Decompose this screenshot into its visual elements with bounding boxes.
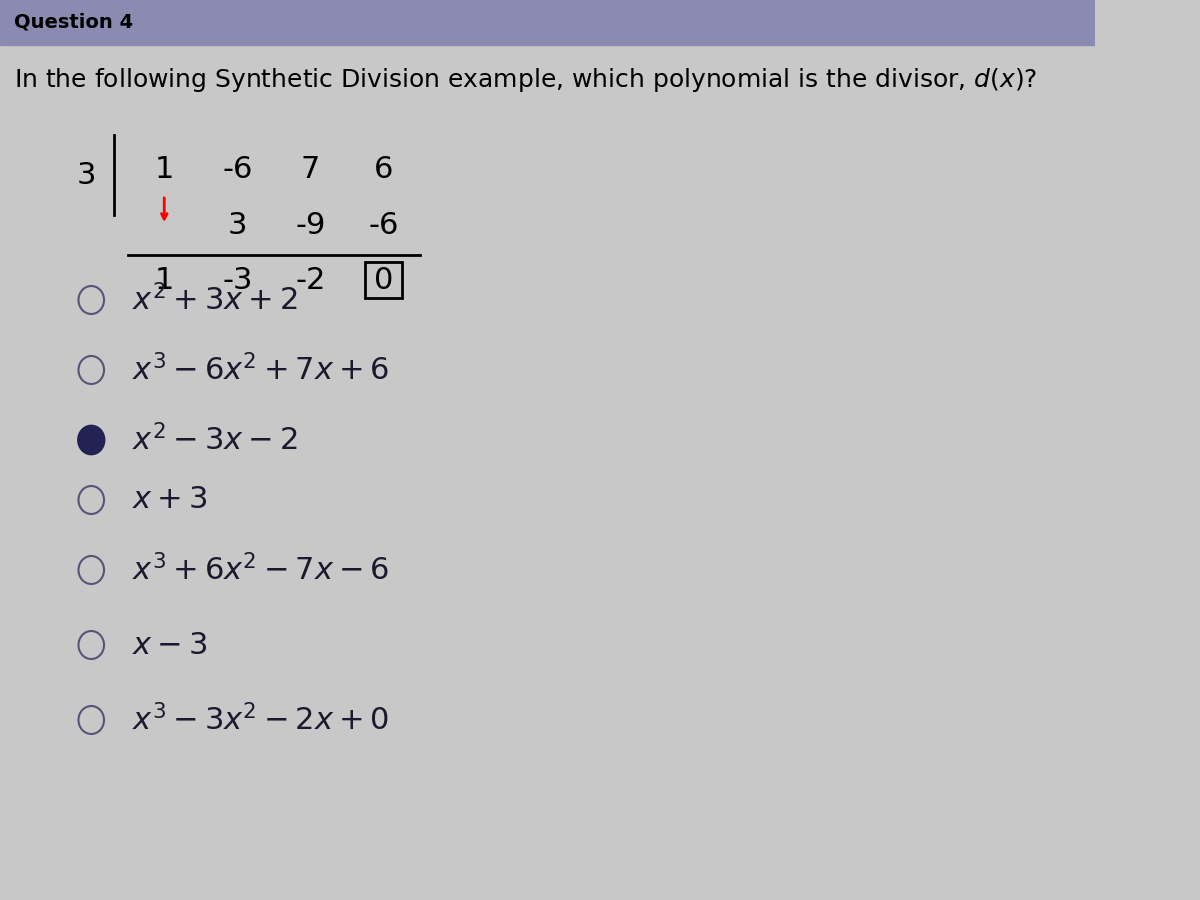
Text: $x - 3$: $x - 3$ (132, 631, 208, 660)
Text: 3: 3 (228, 211, 247, 239)
Text: 1: 1 (155, 156, 174, 184)
Text: -3: -3 (222, 266, 252, 294)
Text: -6: -6 (222, 156, 252, 184)
Text: 6: 6 (373, 156, 392, 184)
Text: $x^3 - 3x^2 - 2x + 0$: $x^3 - 3x^2 - 2x + 0$ (132, 704, 390, 736)
Text: 1: 1 (155, 266, 174, 294)
Text: Question 4: Question 4 (13, 13, 133, 32)
Text: In the following Synthetic Division example, which polynomial is the divisor, $d: In the following Synthetic Division exam… (13, 66, 1037, 94)
Text: $x^2 + 3x + 2$: $x^2 + 3x + 2$ (132, 284, 298, 316)
Text: -9: -9 (295, 211, 325, 239)
Text: $x^3 - 6x^2 + 7x + 6$: $x^3 - 6x^2 + 7x + 6$ (132, 354, 390, 386)
Bar (365, 262, 402, 298)
Text: 3: 3 (77, 160, 96, 190)
Text: $x + 3$: $x + 3$ (132, 485, 208, 515)
Text: -6: -6 (368, 211, 398, 239)
Text: $x^3 + 6x^2 - 7x - 6$: $x^3 + 6x^2 - 7x - 6$ (132, 554, 390, 586)
Text: 7: 7 (300, 156, 320, 184)
Circle shape (78, 426, 104, 454)
Text: -2: -2 (295, 266, 325, 294)
Text: 0: 0 (373, 266, 392, 294)
Bar (0, 0, 1096, 45)
Text: $x^2 - 3x - 2$: $x^2 - 3x - 2$ (132, 424, 298, 456)
